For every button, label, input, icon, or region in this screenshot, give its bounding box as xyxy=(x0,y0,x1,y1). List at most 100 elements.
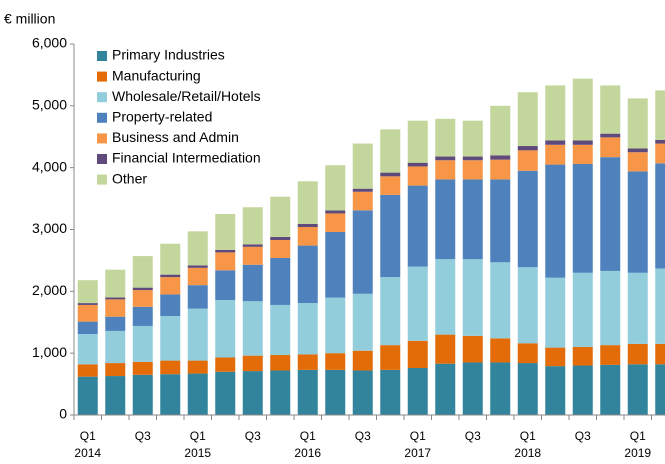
bar-segment xyxy=(572,163,593,273)
bar-segment xyxy=(352,293,373,351)
bar-segment xyxy=(572,78,593,141)
bar-segment xyxy=(545,144,566,165)
x-tick-label: Q3 xyxy=(245,429,261,443)
bar-segment xyxy=(462,120,483,157)
bar-segment xyxy=(297,369,318,415)
bar-segment xyxy=(215,252,236,271)
bar-segment xyxy=(462,335,483,363)
bar-segment xyxy=(242,301,263,356)
bar-segment xyxy=(572,144,593,164)
bar-segment xyxy=(545,347,566,367)
bar-segment xyxy=(352,143,373,189)
bar-segment xyxy=(655,139,665,144)
bar-segment xyxy=(407,120,428,163)
bar-segment xyxy=(270,236,291,241)
y-tick-label: 4,000 xyxy=(32,158,67,174)
bar-segment xyxy=(462,259,483,336)
x-year-label: 2018 xyxy=(514,446,541,460)
bar-segment xyxy=(407,185,428,267)
bar-segment xyxy=(600,85,621,134)
bar-segment xyxy=(105,363,126,377)
bar-segment xyxy=(270,196,291,237)
bar-segment xyxy=(77,376,98,415)
bar-segment xyxy=(462,179,483,260)
bar-segment xyxy=(380,277,401,346)
bar-segment xyxy=(160,277,181,295)
bar-segment xyxy=(655,268,665,344)
bar-segment xyxy=(352,370,373,415)
bar-segment xyxy=(160,374,181,415)
bar-segment xyxy=(435,363,456,415)
bar-segment xyxy=(627,98,648,149)
bar-segment xyxy=(435,334,456,364)
legend-swatch xyxy=(97,92,107,103)
bar-segment xyxy=(132,325,153,362)
legend-label: Financial Intermediation xyxy=(112,150,261,166)
y-axis-label: € million xyxy=(4,11,55,27)
bar-segment xyxy=(215,371,236,415)
bar-segment xyxy=(435,118,456,157)
bar-segment xyxy=(435,160,456,180)
bar-segment xyxy=(297,245,318,304)
bar-segment xyxy=(132,256,153,288)
x-tick-label: Q1 xyxy=(520,429,536,443)
bar-segment xyxy=(270,240,291,258)
bar-segment xyxy=(325,353,346,370)
bar-segment xyxy=(600,364,621,415)
bar-segment xyxy=(462,156,483,161)
bar-segment xyxy=(517,146,538,151)
bar-segment xyxy=(407,368,428,415)
bar-segment xyxy=(270,370,291,415)
bar-segment xyxy=(517,150,538,171)
bar-segment xyxy=(627,152,648,172)
legend-label: Property-related xyxy=(112,109,212,125)
bar-segment xyxy=(572,272,593,347)
bar-segment xyxy=(545,277,566,348)
bar-segment xyxy=(462,362,483,415)
bar-segment xyxy=(105,376,126,415)
bar-segment xyxy=(325,210,346,214)
legend-swatch xyxy=(97,51,107,61)
bar-segment xyxy=(77,304,98,322)
bar-segment xyxy=(600,137,621,158)
x-tick-label: Q3 xyxy=(355,429,371,443)
bar-segment xyxy=(380,176,401,195)
bar-segment xyxy=(517,363,538,415)
y-tick-label: 0 xyxy=(59,406,67,422)
bar-segment xyxy=(380,345,401,370)
bar-segment xyxy=(572,365,593,415)
bar-segment xyxy=(187,373,208,415)
bar-segment xyxy=(242,264,263,302)
bar-segment xyxy=(627,272,648,344)
bar-segment xyxy=(517,267,538,344)
bar-segment xyxy=(77,303,98,305)
legend-swatch xyxy=(97,174,107,185)
bar-segment xyxy=(132,361,153,375)
bar-segment xyxy=(242,371,263,415)
bar-segment xyxy=(407,340,428,369)
x-year-label: 2019 xyxy=(624,446,651,460)
bar-segment xyxy=(490,338,511,363)
bar-segment xyxy=(380,172,401,177)
bar-segment xyxy=(187,231,208,266)
bar-segment xyxy=(490,262,511,339)
bar-segment xyxy=(270,304,291,356)
y-tick-label: 6,000 xyxy=(32,35,67,51)
bar-segment xyxy=(160,243,181,275)
bar-segment xyxy=(77,364,98,377)
bar-segment xyxy=(270,257,291,305)
bar-segment xyxy=(187,360,208,374)
bar-segment xyxy=(215,357,236,372)
bar-segment xyxy=(490,159,511,180)
x-year-label: 2017 xyxy=(404,446,431,460)
bar-segment xyxy=(655,343,665,365)
bar-segment xyxy=(627,364,648,415)
bar-segment xyxy=(572,346,593,366)
bar-segment xyxy=(600,345,621,365)
bar-segment xyxy=(297,181,318,224)
bar-segment xyxy=(490,105,511,156)
bar-segment xyxy=(297,354,318,370)
bar-segment xyxy=(600,157,621,271)
bar-segment xyxy=(105,316,126,331)
